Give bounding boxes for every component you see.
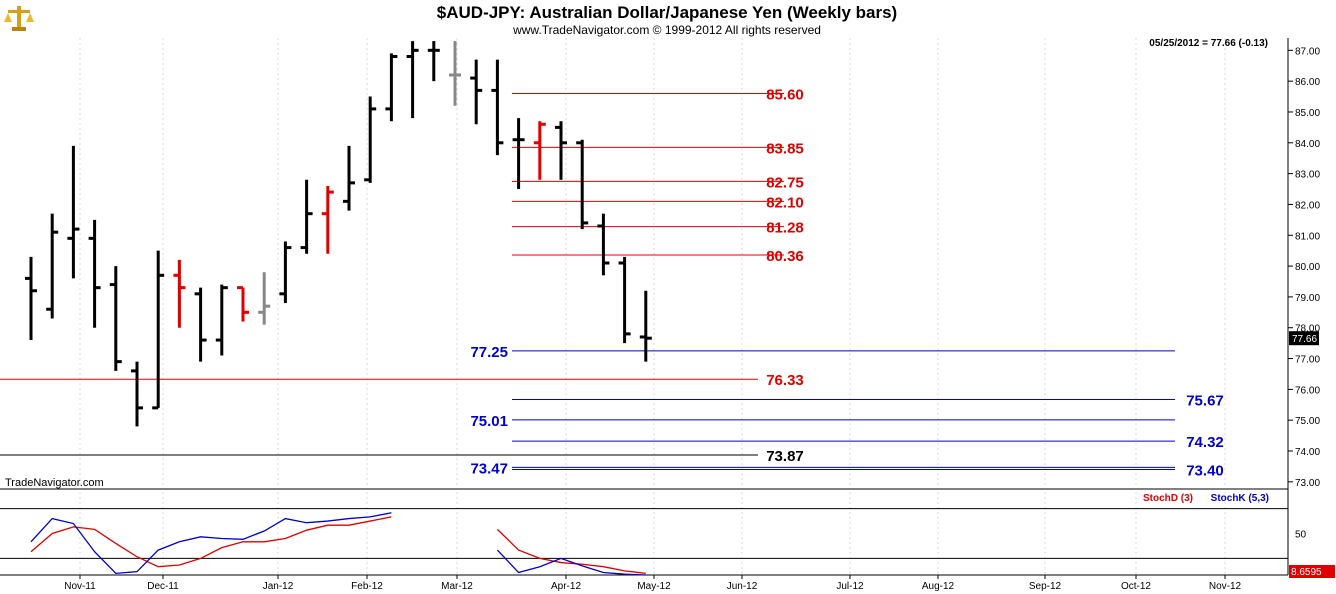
- stoch-series-line: [496, 528, 646, 574]
- x-tick-label: Jan-12: [263, 581, 294, 592]
- chart-title: $AUD-JPY: Australian Dollar/Japanese Yen…: [437, 3, 897, 22]
- stoch-legend-label: StochK (5,3): [1211, 493, 1269, 504]
- y-tick-label: 83.00: [1295, 170, 1320, 181]
- x-tick-label: Sep-12: [1029, 581, 1062, 592]
- last-quote-text: 05/25/2012 = 77.66 (-0.13): [1149, 38, 1268, 49]
- stoch-legend-label: StochD (3): [1143, 493, 1193, 504]
- y-tick-label: 82.00: [1295, 200, 1320, 211]
- stoch-value-tag: [1289, 565, 1335, 578]
- price-axis: [1288, 38, 1336, 488]
- y-tick-label: 76.00: [1295, 385, 1320, 396]
- y-tick-label: 85.00: [1295, 108, 1320, 119]
- y-tick-label: 77.00: [1295, 355, 1320, 366]
- last-price-tag: [1289, 331, 1319, 346]
- level-label: 75.01: [470, 413, 508, 430]
- level-label: 73.47: [470, 460, 508, 477]
- level-label: 82.75: [766, 174, 804, 191]
- x-tick-label: Nov-12: [1209, 581, 1242, 592]
- y-tick-label: 81.00: [1295, 231, 1320, 242]
- level-label: 73.87: [766, 448, 804, 465]
- x-tick-label: Feb-12: [351, 581, 383, 592]
- x-tick-label: Mar-12: [441, 581, 473, 592]
- level-label: 80.36: [766, 248, 804, 265]
- stoch-value-label: 8.6595: [1291, 567, 1322, 578]
- level-label: 85.60: [766, 86, 804, 103]
- level-label: 83.85: [766, 140, 804, 157]
- level-label: 73.40: [1186, 463, 1224, 480]
- y-tick-label: 84.00: [1295, 139, 1320, 150]
- y-tick-label: 87.00: [1295, 46, 1320, 57]
- y-tick-label: 75.00: [1295, 416, 1320, 427]
- x-tick-label: Apr-12: [551, 581, 581, 592]
- level-label: 74.32: [1186, 434, 1224, 451]
- x-tick-label: May-12: [637, 581, 671, 592]
- y-tick-label: 74.00: [1295, 447, 1320, 458]
- x-tick-label: Jun-12: [727, 581, 758, 592]
- stoch-series-line: [30, 512, 392, 575]
- y-tick-label: 73.00: [1295, 478, 1320, 489]
- x-tick-label: Dec-11: [147, 581, 179, 592]
- stoch-tick-label: 50: [1295, 530, 1307, 541]
- y-tick-label: 80.00: [1295, 262, 1320, 273]
- x-tick-label: Jul-12: [836, 581, 864, 592]
- logo: [4, 2, 34, 32]
- copyright-text: www.TradeNavigator.com © 1999-2012 All r…: [512, 23, 821, 37]
- y-tick-label: 78.00: [1295, 324, 1320, 335]
- level-label: 76.33: [766, 372, 804, 389]
- last-price-label: 77.66: [1292, 334, 1317, 345]
- stoch-series-line: [30, 516, 392, 568]
- level-label: 82.10: [766, 194, 804, 211]
- level-label: 81.28: [766, 220, 804, 237]
- scales-icon: [4, 6, 34, 31]
- y-tick-label: 86.00: [1295, 77, 1320, 88]
- x-tick-label: Aug-12: [922, 581, 955, 592]
- x-tick-label: Nov-11: [64, 581, 96, 592]
- y-tick-label: 79.00: [1295, 293, 1320, 304]
- level-label: 75.67: [1186, 393, 1224, 410]
- x-tick-label: Oct-12: [1121, 581, 1151, 592]
- indicator-source-label: TradeNavigator.com: [5, 477, 104, 489]
- stoch-series-line: [496, 549, 646, 576]
- level-label: 77.25: [470, 344, 508, 361]
